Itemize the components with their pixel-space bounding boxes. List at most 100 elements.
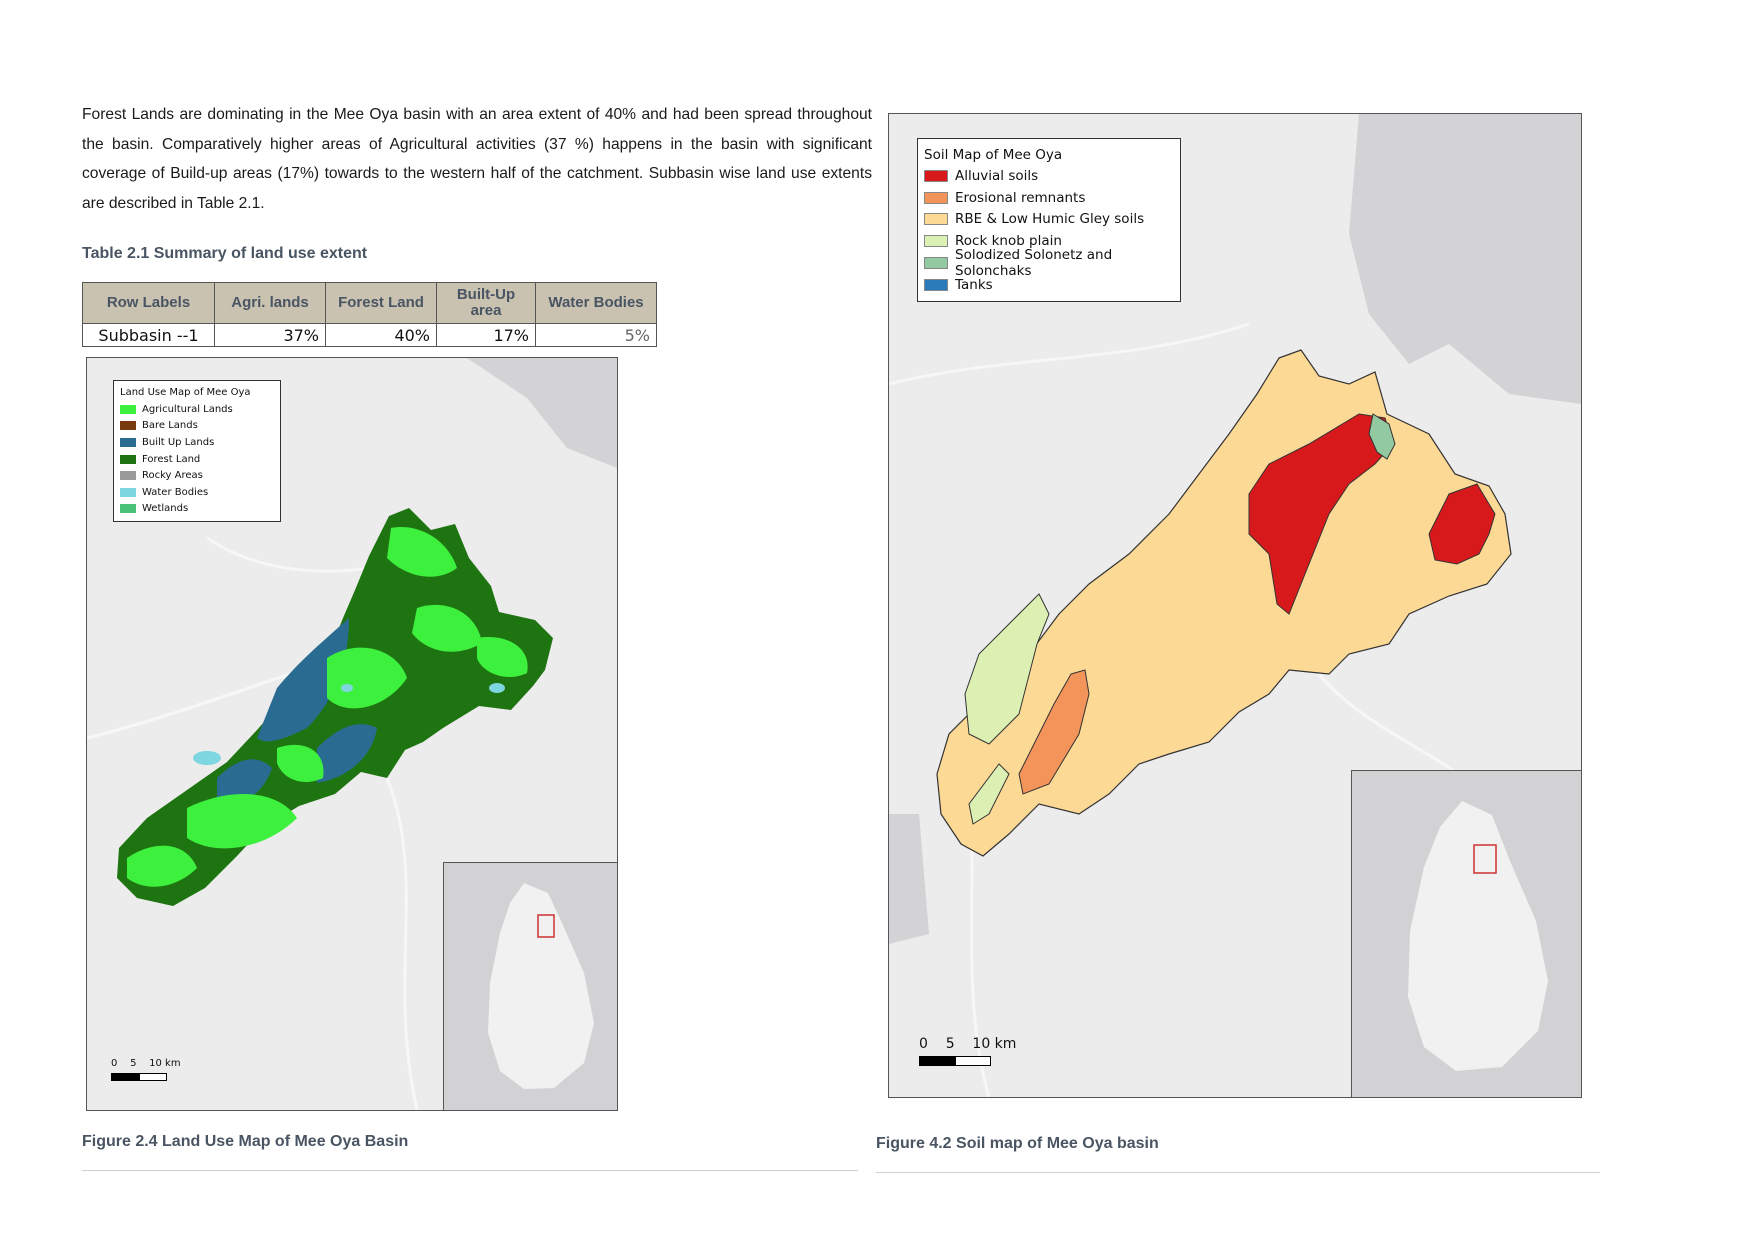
inset-locator-box <box>1473 844 1497 874</box>
land-use-legend-swatch <box>120 404 136 414</box>
land-use-basin-forest <box>117 508 553 906</box>
land-use-legend-label: Rocky Areas <box>142 470 203 482</box>
inset-locator-box <box>537 914 555 938</box>
land-use-map-graphic <box>87 358 617 1110</box>
land-use-legend-item: Built Up Lands <box>120 434 276 451</box>
land-use-legend-title: Land Use Map of Mee Oya <box>120 387 251 398</box>
cell-agri-lands: 37% <box>214 323 326 347</box>
caption-divider-left <box>82 1170 858 1171</box>
land-use-legend-swatch <box>120 437 136 447</box>
soil-inset-map <box>1351 770 1581 1097</box>
land-use-legend-label: Built Up Lands <box>142 436 215 448</box>
land-use-scale-label: 0 5 10 km <box>111 1058 181 1069</box>
land-use-agri <box>127 845 197 887</box>
soil-legend-label: Erosional remnants <box>955 189 1086 206</box>
soil-legend: Soil Map of Mee Oya Alluvial soils Erosio… <box>917 138 1181 302</box>
land-use-agri <box>477 637 528 678</box>
land-use-legend-label: Wetlands <box>142 503 189 515</box>
land-use-legend-label: Forest Land <box>142 453 201 465</box>
soil-figure-caption: Figure 4.2 Soil map of Mee Oya basin <box>876 1135 1159 1152</box>
land-use-legend-item: Bare Lands <box>120 418 276 435</box>
land-use-built-up <box>257 618 349 742</box>
land-use-built-up <box>217 759 272 805</box>
land-use-legend: Land Use Map of Mee Oya Agricultural Lan… <box>113 380 281 523</box>
cell-forest-land: 40% <box>325 323 437 347</box>
soil-legend-item: Solodized Solonetz and Solonchaks <box>924 247 1174 279</box>
land-use-scale-bar: 0 5 10 km <box>111 1058 181 1081</box>
intro-paragraph: Forest Lands are dominating in the Mee O… <box>82 106 872 213</box>
soil-legend-label: Tanks <box>955 276 993 293</box>
land-use-legend-item: Water Bodies <box>120 484 276 501</box>
col-header-row-labels: Row Labels <box>82 282 215 324</box>
soil-legend-item: RBE & Low Humic Gley soils <box>924 209 1174 231</box>
map-water-area <box>889 814 929 944</box>
soil-scale-bar: 0 5 10 km <box>919 1036 1016 1066</box>
map-water-area <box>467 358 617 468</box>
cell-built-up-area: 17% <box>436 323 536 347</box>
land-use-agri <box>277 744 324 783</box>
soil-legend-label: Solodized Solonetz and Solonchaks <box>955 247 1113 280</box>
col-header-water-bodies: Water Bodies <box>535 282 657 324</box>
soil-legend-swatch <box>924 191 948 204</box>
soil-map: Soil Map of Mee Oya Alluvial soils Erosio… <box>888 113 1582 1098</box>
soil-legend-swatch <box>924 213 948 226</box>
land-use-legend-item: Rocky Areas <box>120 467 276 484</box>
land-use-figure-caption: Figure 2.4 Land Use Map of Mee Oya Basin <box>82 1133 409 1150</box>
land-use-legend-label: Water Bodies <box>142 486 209 498</box>
land-use-legend-swatch <box>120 471 136 481</box>
land-use-water <box>489 683 505 693</box>
land-use-agri <box>327 647 407 709</box>
table-caption: Table 2.1 Summary of land use extent <box>82 245 368 262</box>
land-use-legend-swatch <box>120 487 136 497</box>
soil-scale-label: 0 5 10 km <box>919 1036 1017 1052</box>
soil-legend-item: Erosional remnants <box>924 187 1174 209</box>
inset-island <box>1408 801 1548 1071</box>
soil-legend-label: Rock knob plain <box>955 233 1062 250</box>
soil-solodized <box>1368 413 1396 460</box>
soil-legend-swatch <box>924 235 948 248</box>
land-use-map: Land Use Map of Mee Oya Agricultural Lan… <box>86 357 618 1111</box>
land-use-legend-item: Wetlands <box>120 501 276 518</box>
soil-legend-swatch <box>924 257 948 270</box>
col-header-forest-land: Forest Land <box>325 282 437 324</box>
table-header-row: Row Labels Agri. lands Forest Land Built… <box>82 282 657 324</box>
map-road <box>889 322 1250 386</box>
soil-map-graphic <box>889 114 1581 1097</box>
table-row: Subbasin --1 37% 40% 17% 5% <box>82 323 657 347</box>
soil-rock-knob <box>968 763 1010 825</box>
land-use-built-up <box>317 724 377 783</box>
map-water-area <box>1349 114 1581 404</box>
cell-row-label: Subbasin --1 <box>82 323 215 347</box>
land-use-legend-swatch <box>120 454 136 464</box>
soil-rock-knob <box>964 593 1050 745</box>
land-use-agri <box>412 604 482 652</box>
cell-water-bodies: 5% <box>535 323 657 347</box>
soil-legend-item: Rock knob plain <box>924 230 1174 252</box>
land-use-agri <box>387 527 457 577</box>
soil-legend-label: Alluvial soils <box>955 167 1039 184</box>
land-use-legend-item: Agricultural Lands <box>120 401 276 418</box>
caption-divider-right <box>876 1172 1600 1173</box>
inset-island <box>488 883 594 1089</box>
land-use-inset-map <box>443 862 617 1110</box>
soil-legend-title: Soil Map of Mee Oya <box>924 147 1063 163</box>
col-header-agri-lands: Agri. lands <box>214 282 326 324</box>
land-use-legend-swatch <box>120 504 136 514</box>
soil-legend-item: Alluvial soils <box>924 165 1174 187</box>
land-use-water <box>341 684 353 692</box>
map-road <box>385 777 419 1110</box>
land-use-legend-label: Bare Lands <box>142 420 198 432</box>
land-use-water <box>193 751 221 765</box>
soil-legend-item: Tanks <box>924 274 1174 296</box>
land-use-agri <box>187 794 297 849</box>
land-use-legend-label: Agricultural Lands <box>142 403 233 415</box>
land-use-legend-swatch <box>120 421 136 431</box>
land-use-legend-item: Forest Land <box>120 451 276 468</box>
soil-legend-swatch <box>924 169 948 182</box>
soil-alluvial <box>1428 483 1496 565</box>
soil-legend-swatch <box>924 278 948 291</box>
soil-erosional <box>1018 669 1090 795</box>
col-header-built-up-area: Built-Up area <box>436 282 536 324</box>
land-use-summary-table: Row Labels Agri. lands Forest Land Built… <box>82 282 657 347</box>
soil-legend-label: RBE & Low Humic Gley soils <box>955 211 1145 228</box>
